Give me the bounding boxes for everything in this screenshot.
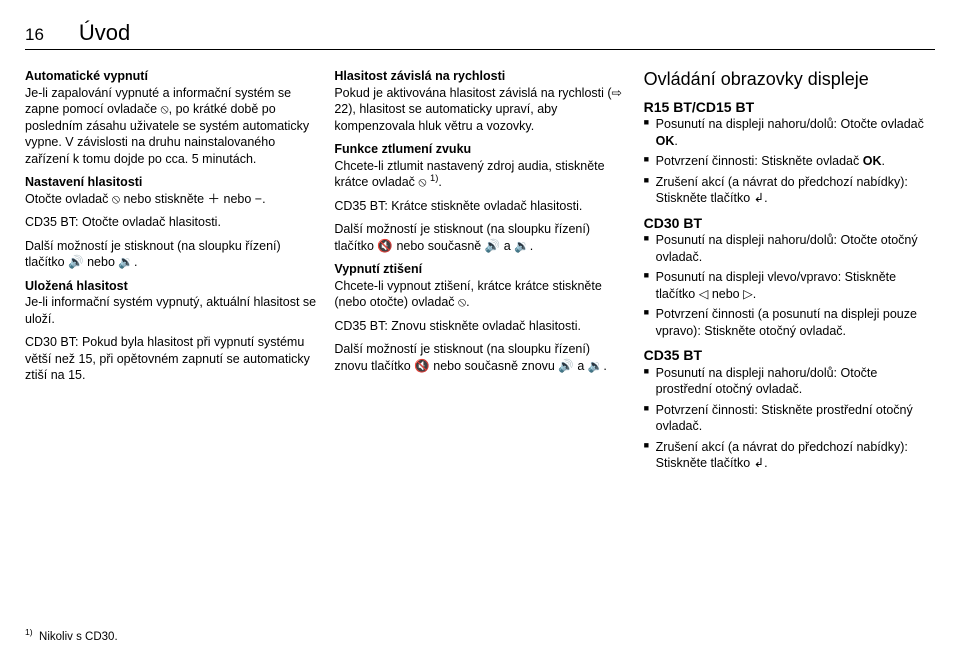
list-item: Zrušení akcí (a návrat do předchozí nabí… (644, 439, 935, 472)
item-text: Posunutí na displeji nahoru/dolů: Otočte… (656, 117, 924, 131)
heading-saved-volume: Uložená hlasitost (25, 278, 316, 295)
heading-speed-volume: Hlasitost závislá na rychlosti (334, 68, 625, 85)
heading-cd30: CD30 BT (644, 214, 935, 232)
para: Je-li zapalování vypnuté a informační sy… (25, 85, 316, 168)
item-text: Potvrzení činnosti: Stiskněte ovladač (656, 154, 863, 168)
para: Chcete-li ztlumit nastavený zdroj audia,… (334, 158, 625, 191)
list-item: Posunutí na displeji nahoru/dolů: Otočte… (644, 116, 935, 149)
item-text: . (674, 134, 677, 148)
page-header: 16 Úvod (25, 20, 935, 50)
list-item: Zrušení akcí (a návrat do předchozí nabí… (644, 174, 935, 207)
content-columns: Automatické vypnutí Je-li zapalování vyp… (25, 68, 935, 479)
footnote-mark: 1) (25, 627, 33, 637)
footnote-text: Nikoliv s CD30. (39, 631, 118, 643)
list-item: Posunutí na displeji vlevo/vpravo: Stisk… (644, 269, 935, 302)
para-text: Chcete-li ztlumit nastavený zdroj audia,… (334, 159, 604, 190)
chapter-title: Úvod (79, 20, 130, 46)
heading-unmute: Vypnutí ztišení (334, 261, 625, 278)
heading-auto-off: Automatické vypnutí (25, 68, 316, 85)
para: CD35 BT: Znovu stiskněte ovladač hlasito… (334, 318, 625, 335)
para: Další možností je stisknout (na sloupku … (334, 341, 625, 374)
para: CD35 BT: Otočte ovladač hlasitosti. (25, 214, 316, 231)
list-cd30: Posunutí na displeji nahoru/dolů: Otočte… (644, 232, 935, 339)
list-item: Potvrzení činnosti: Stiskněte prostřední… (644, 402, 935, 435)
heading-mute: Funkce ztlumení zvuku (334, 141, 625, 158)
para: CD30 BT: Pokud byla hlasitost při vypnut… (25, 334, 316, 384)
page-number: 16 (25, 25, 44, 45)
para: Je-li informační systém vypnutý, aktuáln… (25, 294, 316, 327)
column-1: Automatické vypnutí Je-li zapalování vyp… (25, 68, 316, 479)
para: Pokud je aktivována hlasitost závislá na… (334, 85, 625, 135)
heading-volume: Nastavení hlasitosti (25, 174, 316, 191)
heading-display-control: Ovládání obrazovky displeje (644, 68, 935, 92)
list-cd35: Posunutí na displeji nahoru/dolů: Otočte… (644, 365, 935, 472)
footnote: 1) Nikoliv s CD30. (25, 631, 118, 643)
para: Otočte ovladač ⦸ nebo stiskněte ＋ nebo −… (25, 191, 316, 208)
column-2: Hlasitost závislá na rychlosti Pokud je … (334, 68, 625, 479)
para: Další možností je stisknout (na sloupku … (25, 238, 316, 271)
ok-label: OK (656, 134, 675, 148)
list-item: Posunutí na displeji nahoru/dolů: Otočte… (644, 232, 935, 265)
list-item: Potvrzení činnosti (a posunutí na disple… (644, 306, 935, 339)
para: Další možností je stisknout (na sloupku … (334, 221, 625, 254)
list-item: Potvrzení činnosti: Stiskněte ovladač OK… (644, 153, 935, 170)
item-text: . (881, 154, 884, 168)
para: CD35 BT: Krátce stiskněte ovladač hlasit… (334, 198, 625, 215)
para: Chcete-li vypnout ztišení, krátce krátce… (334, 278, 625, 311)
list-item: Posunutí na displeji nahoru/dolů: Otočte… (644, 365, 935, 398)
heading-r15: R15 BT/CD15 BT (644, 98, 935, 116)
heading-cd35: CD35 BT (644, 346, 935, 364)
list-r15: Posunutí na displeji nahoru/dolů: Otočte… (644, 116, 935, 207)
ok-label: OK (863, 154, 882, 168)
column-3: Ovládání obrazovky displeje R15 BT/CD15 … (644, 68, 935, 479)
para-text: . (438, 175, 441, 189)
